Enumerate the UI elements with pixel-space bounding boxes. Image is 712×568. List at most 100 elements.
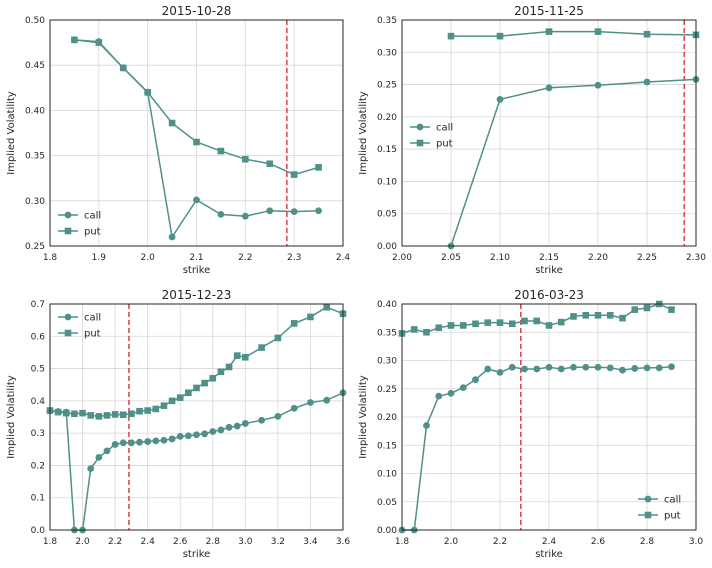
x-tick-label: 2.6 (173, 537, 188, 547)
data-point-put (54, 408, 62, 416)
y-tick-label: 0.00 (377, 242, 397, 252)
legend-marker-put (644, 511, 652, 519)
data-point-put (447, 322, 455, 329)
chart-title: 2016-03-23 (514, 288, 584, 302)
data-point-put (233, 352, 241, 359)
data-point-call (423, 422, 430, 429)
x-tick-label: 3.0 (689, 537, 704, 547)
data-point-put (95, 413, 103, 420)
x-tick-label: 2.6 (591, 537, 606, 547)
y-tick-label: 0.7 (31, 300, 45, 310)
y-tick-label: 0.00 (377, 526, 397, 536)
x-tick-label: 3.6 (336, 537, 351, 547)
x-tick-label: 2.4 (542, 537, 557, 547)
y-tick-label: 0.25 (377, 81, 397, 91)
data-point-put (274, 334, 282, 342)
y-tick-label: 0.20 (377, 413, 397, 423)
data-point-put (606, 312, 614, 319)
data-point-put (168, 397, 176, 405)
y-tick-label: 0.30 (377, 357, 397, 367)
legend-label-call: call (84, 211, 101, 222)
data-point-call (459, 384, 467, 392)
y-tick-label: 0.30 (25, 197, 45, 207)
x-tick-label: 1.9 (92, 253, 107, 263)
data-point-call (643, 78, 651, 86)
x-tick-label: 2.0 (75, 537, 90, 547)
data-point-put (533, 317, 541, 325)
y-axis-label: Implied Volatility (6, 375, 17, 459)
legend-label-put: put (664, 511, 681, 522)
data-point-put (545, 28, 553, 35)
x-tick-label: 2.3 (287, 253, 301, 263)
x-tick-label: 2.00 (392, 253, 412, 263)
y-tick-label: 0.50 (25, 16, 45, 26)
chart-title: 2015-12-23 (162, 288, 232, 302)
data-point-call (241, 212, 249, 220)
x-axis-label: strike (183, 549, 211, 560)
y-tick-label: 0.40 (25, 106, 45, 116)
y-tick-label: 0.35 (377, 328, 397, 338)
data-point-call (508, 363, 516, 371)
x-axis-label: strike (535, 265, 563, 276)
data-point-put (193, 384, 200, 392)
y-tick-label: 0.1 (31, 494, 45, 504)
legend-marker-call (64, 211, 72, 219)
data-point-call (447, 389, 455, 397)
data-point-call (323, 396, 331, 404)
data-point-call (290, 404, 298, 412)
data-point-call (307, 399, 314, 406)
y-axis-label: Implied Volatility (6, 91, 17, 175)
legend-marker-call (64, 313, 72, 321)
data-point-put (447, 32, 455, 40)
data-point-put (521, 317, 528, 325)
data-point-put (95, 39, 103, 46)
data-point-put (258, 344, 265, 351)
data-point-call (521, 365, 528, 373)
y-axis-label: Implied Volatility (358, 91, 369, 175)
legend-label-call: call (664, 495, 681, 506)
data-point-call (168, 233, 176, 241)
legend-label-put: put (436, 139, 453, 150)
y-tick-label: 0.2 (31, 461, 45, 471)
data-point-put (557, 318, 565, 326)
x-tick-label: 2.4 (141, 537, 156, 547)
data-point-put (315, 164, 322, 171)
x-tick-label: 2.10 (490, 253, 510, 263)
data-point-call (209, 428, 217, 435)
series-group (398, 300, 675, 534)
plot-frame (401, 19, 697, 247)
x-tick-label: 2.05 (441, 253, 461, 263)
x-tick-label: 2.2 (238, 253, 252, 263)
data-point-put (193, 138, 200, 146)
data-point-put (323, 303, 331, 311)
data-point-put (62, 409, 70, 417)
data-point-put (242, 155, 249, 163)
data-point-put (496, 32, 504, 40)
data-point-call (631, 365, 639, 372)
data-point-call (484, 365, 492, 373)
data-point-put (472, 320, 479, 328)
data-point-call (241, 420, 249, 427)
x-tick-label: 2.20 (588, 253, 608, 263)
chart-title: 2015-10-28 (162, 4, 232, 18)
x-tick-label: 2.15 (539, 253, 559, 263)
x-tick-label: 2.8 (640, 537, 655, 547)
data-point-put (201, 379, 208, 387)
chart-title: 2015-11-25 (514, 4, 584, 18)
y-tick-label: 0.35 (377, 16, 397, 26)
data-point-put (290, 171, 298, 178)
legend: call put (638, 495, 681, 522)
data-point-put (242, 353, 249, 361)
data-point-put (71, 410, 78, 418)
data-point-put (643, 304, 651, 312)
data-point-call (545, 363, 553, 371)
data-point-put (119, 64, 127, 72)
series-group (71, 36, 322, 241)
data-point-call (152, 437, 160, 445)
x-tick-label: 2.4 (336, 253, 351, 263)
data-point-call (176, 432, 184, 440)
data-point-call (258, 416, 266, 424)
data-point-call (496, 368, 504, 376)
legend: call put (58, 313, 101, 340)
